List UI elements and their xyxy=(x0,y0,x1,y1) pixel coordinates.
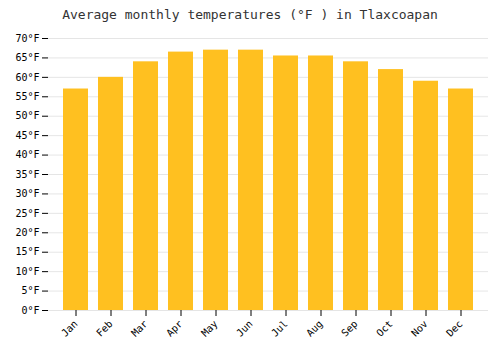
svg-text:Aug: Aug xyxy=(304,318,325,339)
svg-text:55°F: 55°F xyxy=(15,91,39,102)
svg-text:0°F: 0°F xyxy=(21,305,39,316)
svg-text:65°F: 65°F xyxy=(15,52,39,63)
svg-text:5°F: 5°F xyxy=(21,285,39,296)
svg-text:Dec: Dec xyxy=(444,318,465,339)
svg-text:Sep: Sep xyxy=(339,318,360,339)
svg-text:25°F: 25°F xyxy=(15,208,39,219)
svg-text:Feb: Feb xyxy=(94,318,115,339)
svg-text:Jun: Jun xyxy=(234,318,255,339)
svg-text:Jan: Jan xyxy=(59,318,80,339)
svg-text:Apr: Apr xyxy=(164,318,185,339)
svg-text:Oct: Oct xyxy=(374,318,395,339)
svg-text:70°F: 70°F xyxy=(15,33,39,44)
svg-text:50°F: 50°F xyxy=(15,110,39,121)
svg-text:Mar: Mar xyxy=(129,318,150,339)
svg-text:10°F: 10°F xyxy=(15,266,39,277)
svg-text:Jul: Jul xyxy=(269,318,290,339)
svg-text:May: May xyxy=(199,318,220,339)
svg-text:15°F: 15°F xyxy=(15,246,39,257)
svg-text:20°F: 20°F xyxy=(15,227,39,238)
html-text:Average monthly temperatures (: Average monthly temperatures (°F ) in Tl… xyxy=(62,7,438,22)
svg-text:35°F: 35°F xyxy=(15,169,39,180)
svg-text:30°F: 30°F xyxy=(15,188,39,199)
svg-text:Nov: Nov xyxy=(409,318,430,339)
svg-text:60°F: 60°F xyxy=(15,72,39,83)
svg-text:40°F: 40°F xyxy=(15,149,39,160)
svg-text:45°F: 45°F xyxy=(15,130,39,141)
